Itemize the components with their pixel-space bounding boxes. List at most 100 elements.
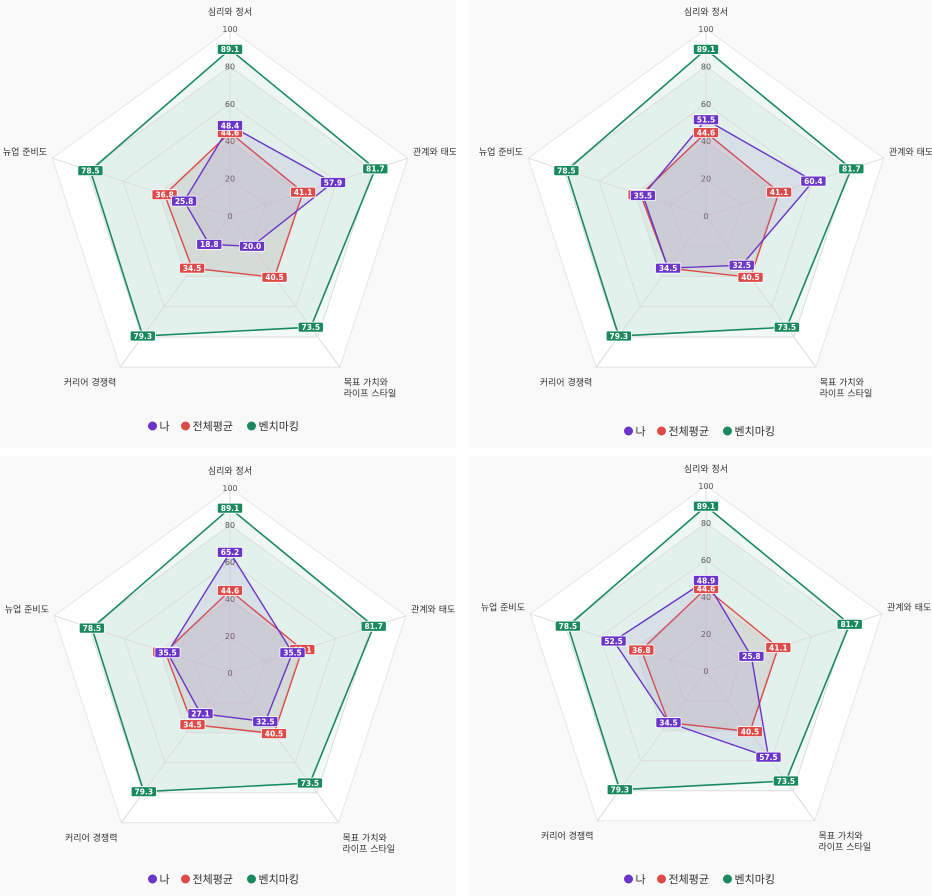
legend-item[interactable]: 나 — [148, 873, 170, 886]
tick-label: 80 — [701, 62, 711, 71]
tick-label: 0 — [227, 212, 232, 221]
benchmark-area — [567, 506, 850, 790]
legend-label: 나 — [160, 873, 170, 886]
data-label-me: 35.5 — [154, 647, 181, 659]
svg-text:73.5: 73.5 — [301, 779, 320, 788]
series-average-line — [164, 589, 304, 735]
tick-label: 100 — [222, 484, 237, 493]
legend-item[interactable]: 전체평균 — [181, 873, 233, 886]
data-label-average: 44.6 — [692, 127, 719, 138]
data-label-benchmark: 89.1 — [692, 500, 719, 512]
legend-item[interactable]: 벤치마킹 — [723, 873, 775, 886]
svg-text:78.5: 78.5 — [83, 624, 102, 633]
legend-item[interactable]: 벤치마킹 — [723, 425, 775, 438]
svg-text:79.3: 79.3 — [610, 332, 629, 341]
radar-panel-1: 0 20 40 60 80 100 89.1 81.7 73.5 79.3 78.5 44.6 41.1… — [0, 0, 456, 448]
series-benchmark-line — [565, 48, 853, 337]
svg-text:52.5: 52.5 — [604, 637, 623, 646]
svg-text:40.5: 40.5 — [741, 273, 760, 282]
axis-label: 뉴업 준비도 — [481, 603, 525, 614]
svg-text:79.3: 79.3 — [135, 788, 154, 797]
svg-text:34.5: 34.5 — [659, 264, 678, 273]
legend-label: 전체평균 — [193, 420, 233, 433]
data-label-average: 41.1 — [290, 186, 317, 198]
legend-item[interactable]: 나 — [624, 873, 646, 886]
data-label-average: 34.5 — [179, 719, 206, 731]
data-label-benchmark: 79.3 — [130, 786, 157, 798]
tick-label: 20 — [701, 175, 711, 184]
svg-text:36.8: 36.8 — [632, 646, 651, 655]
data-label-benchmark: 78.5 — [77, 165, 104, 177]
tick-label: 40 — [225, 137, 235, 146]
legend-item[interactable]: 전체평균 — [181, 420, 233, 433]
svg-text:35.5: 35.5 — [158, 649, 177, 658]
grid-spoke — [229, 672, 340, 823]
data-label-me: 35.5 — [629, 190, 656, 201]
benchmark-area — [566, 49, 852, 337]
tick-label: 0 — [703, 667, 708, 676]
legend-dot — [247, 421, 256, 431]
series-me-line — [183, 124, 335, 248]
legend: 나 전체평균 벤치마킹 — [148, 873, 299, 886]
data-label-me: 27.1 — [187, 708, 214, 720]
legend-item[interactable]: 전체평균 — [657, 425, 709, 438]
legend-item[interactable]: 나 — [624, 425, 646, 438]
data-label-me: 25.8 — [171, 195, 198, 207]
series-me-line — [612, 579, 770, 759]
data-label-me: 57.5 — [755, 751, 782, 763]
tick-label: 100 — [222, 25, 237, 34]
legend-dot — [148, 421, 157, 431]
svg-text:20.0: 20.0 — [243, 242, 262, 251]
legend: 나 전체평균 벤치마킹 — [148, 420, 299, 433]
axis-label: 관계와 태도 — [413, 146, 456, 158]
data-label-me: 25.8 — [738, 650, 765, 662]
svg-text:81.7: 81.7 — [366, 165, 385, 174]
svg-text:40.5: 40.5 — [265, 273, 284, 282]
svg-text:35.5: 35.5 — [634, 191, 653, 200]
grid-ring — [122, 103, 338, 308]
series-me-line — [642, 118, 815, 269]
data-label-benchmark: 89.1 — [216, 502, 243, 514]
series-me-line — [166, 551, 294, 723]
svg-text:89.1: 89.1 — [697, 45, 716, 54]
grid-spoke — [705, 215, 817, 368]
legend-item[interactable]: 벤치마킹 — [247, 420, 299, 433]
data-label-average: 40.5 — [737, 271, 764, 283]
tick-label: 60 — [225, 558, 235, 567]
tick-label: 60 — [701, 100, 711, 109]
axis-label: 목표 가치와 라이프 스타일 — [343, 832, 396, 855]
tick-label: 20 — [225, 632, 235, 641]
data-label-me: 48.9 — [692, 575, 719, 586]
radar-chart-4: 0 20 40 60 80 100 89.1 81.7 73.5 79.3 78.5 44.6 41.1… — [481, 463, 932, 886]
legend-item[interactable]: 전체평균 — [657, 873, 709, 886]
axis-label: 심리와 정서 — [684, 463, 728, 475]
benchmark-area — [91, 508, 374, 792]
svg-text:40.5: 40.5 — [265, 729, 284, 738]
legend-dot — [723, 874, 732, 884]
axis-label: 목표 가치와 라이프 스타일 — [344, 377, 397, 400]
radar-chart-3: 02040608010089.181.773.579.378.544.641.1… — [5, 465, 456, 886]
axis-label: 심리와 정서 — [684, 6, 728, 18]
tick-label: 60 — [225, 100, 235, 109]
tick-label: 100 — [698, 482, 713, 491]
axis-label: 심리와 정서 — [208, 6, 252, 18]
grid-spoke — [705, 670, 816, 821]
series-benchmark-line — [566, 505, 851, 791]
svg-text:51.5: 51.5 — [697, 116, 716, 125]
data-label-me: 35.5 — [279, 647, 306, 659]
legend: 나 전체평균 벤치마킹 — [624, 425, 775, 438]
data-label-benchmark: 89.1 — [692, 44, 719, 55]
legend-label: 전체평균 — [669, 425, 709, 438]
svg-text:35.5: 35.5 — [283, 649, 302, 658]
svg-text:78.5: 78.5 — [81, 166, 100, 175]
svg-text:65.2: 65.2 — [221, 548, 240, 557]
legend-item[interactable]: 벤치마킹 — [247, 873, 299, 886]
svg-text:34.5: 34.5 — [659, 718, 678, 727]
axis-label: 커리어 경쟁력 — [541, 830, 594, 842]
radar-panel-4: 0 20 40 60 80 100 89.1 81.7 73.5 79.3 78.5 44.6 41.1… — [470, 456, 932, 896]
data-label-me: 32.5 — [252, 716, 279, 728]
legend-item[interactable]: 나 — [148, 420, 170, 433]
svg-text:44.6: 44.6 — [221, 128, 240, 137]
data-label-average: 41.1 — [765, 642, 792, 653]
data-label-benchmark: 78.5 — [553, 165, 580, 177]
